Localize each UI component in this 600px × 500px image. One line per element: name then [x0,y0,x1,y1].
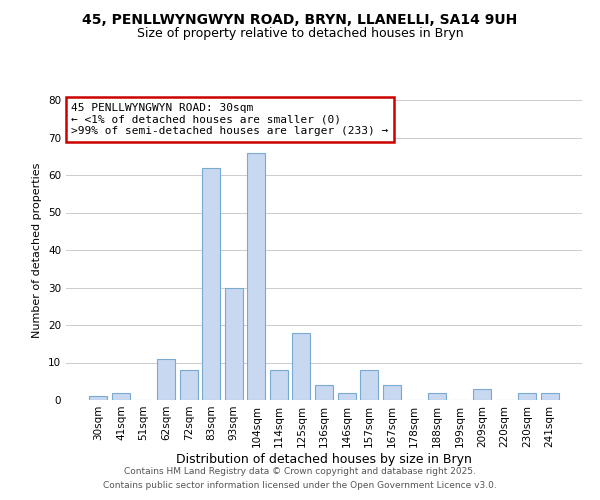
Bar [473,389,491,400]
Text: 45 PENLLWYNGWYN ROAD: 30sqm
← <1% of detached houses are smaller (0)
>99% of sem: 45 PENLLWYNGWYN ROAD: 30sqm ← <1% of det… [71,103,388,136]
Bar [383,385,401,400]
X-axis label: Distribution of detached houses by size in Bryn: Distribution of detached houses by size … [176,452,472,466]
Text: Contains HM Land Registry data © Crown copyright and database right 2025.: Contains HM Land Registry data © Crown c… [124,467,476,476]
Bar [202,168,220,400]
Bar [338,392,356,400]
Text: 45, PENLLWYNGWYN ROAD, BRYN, LLANELLI, SA14 9UH: 45, PENLLWYNGWYN ROAD, BRYN, LLANELLI, S… [82,12,518,26]
Y-axis label: Number of detached properties: Number of detached properties [32,162,43,338]
Bar [292,332,310,400]
Bar [270,370,288,400]
Text: Size of property relative to detached houses in Bryn: Size of property relative to detached ho… [137,28,463,40]
Bar [518,392,536,400]
Bar [179,370,198,400]
Bar [112,392,130,400]
Text: Contains public sector information licensed under the Open Government Licence v3: Contains public sector information licen… [103,481,497,490]
Bar [541,392,559,400]
Bar [247,152,265,400]
Bar [360,370,378,400]
Bar [428,392,446,400]
Bar [225,288,243,400]
Bar [89,396,107,400]
Bar [157,359,175,400]
Bar [315,385,333,400]
